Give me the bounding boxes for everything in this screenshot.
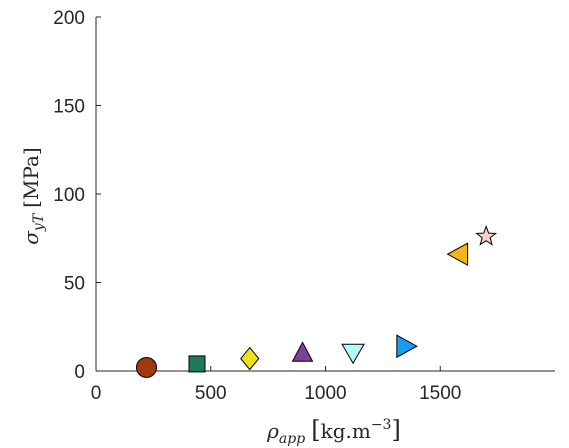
data-point-pentagram [475, 225, 498, 246]
data-point-diamond [240, 346, 260, 371]
y-tick-label: 100 [53, 185, 85, 206]
data-point-triangle-left [446, 242, 469, 267]
data-markers [135, 225, 498, 378]
x-tick-label: 1500 [419, 383, 461, 404]
y-axis-ticks: 0 50 100 150 200 [53, 8, 101, 383]
x-tick-label: 1000 [304, 383, 346, 404]
x-axis-label: ρapp [kg.m−3] [266, 416, 401, 447]
data-point-square [188, 355, 206, 373]
data-point-triangle-down [341, 343, 365, 365]
y-axis-label: σyT[MPa] [19, 147, 47, 244]
y-tick-label: 150 [53, 97, 85, 118]
x-tick-label: 500 [195, 383, 227, 404]
svg-text:σyT[MPa]: σyT[MPa] [19, 147, 47, 244]
x-axis-ticks: 0 500 1000 1500 [91, 366, 461, 404]
data-point-triangle-up [291, 341, 314, 362]
y-tick-label: 0 [74, 362, 85, 383]
y-tick-label: 50 [64, 274, 85, 295]
x-tick-label: 0 [91, 383, 102, 404]
data-point-circle [135, 356, 157, 378]
plot-area [95, 17, 555, 372]
svg-text:ρapp[kg.m−3]: ρapp [kg.m−3] [266, 416, 401, 447]
y-tick-label: 200 [53, 8, 85, 29]
data-point-triangle-right [396, 334, 418, 359]
